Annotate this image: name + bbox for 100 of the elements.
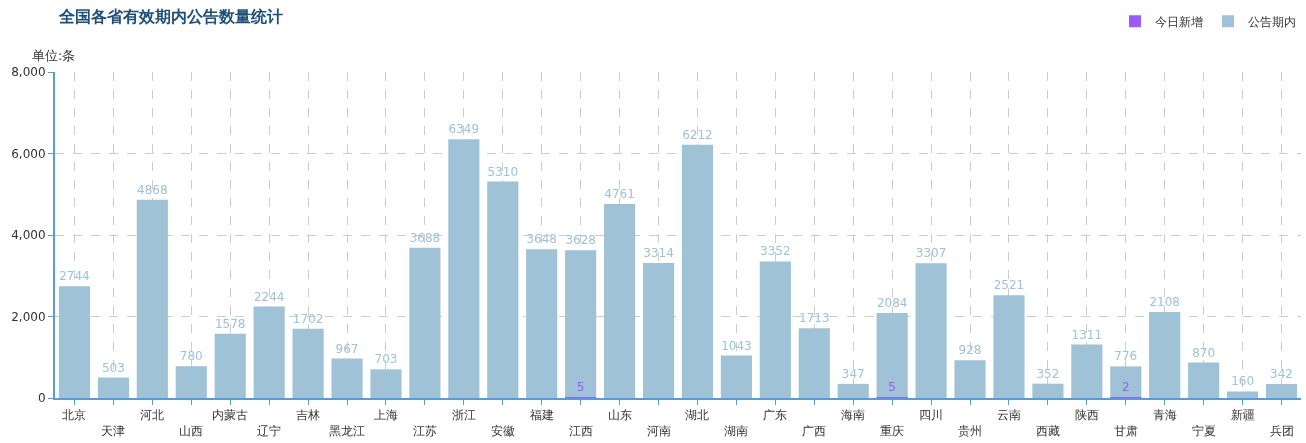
- x-tick-label: 四川: [919, 408, 944, 423]
- bar: [1188, 362, 1220, 398]
- bar: [1149, 312, 1181, 398]
- x-tick-label: 黑龙江: [329, 424, 366, 438]
- x-tick-label: 湖南: [724, 424, 749, 438]
- data-label: 1311: [1071, 327, 1103, 342]
- x-tick-label: 广西: [802, 424, 827, 438]
- data-label: 5310: [487, 164, 519, 179]
- data-label: 776: [1114, 349, 1138, 364]
- bar: [798, 328, 830, 398]
- x-tick-label: 安徽: [490, 424, 515, 438]
- data-label: 3628: [565, 233, 596, 248]
- x-tick-label: 西藏: [1035, 424, 1060, 438]
- data-label: 870: [1192, 345, 1216, 360]
- bar: [837, 383, 869, 398]
- bar: [1032, 383, 1064, 398]
- bar: [409, 247, 441, 398]
- x-tick-label: 福建: [529, 408, 554, 423]
- data-label: 928: [958, 343, 982, 358]
- data-label: 1578: [214, 316, 246, 331]
- x-tick-label: 宁夏: [1191, 424, 1216, 438]
- bar: [681, 144, 714, 398]
- data-label: 2744: [59, 269, 90, 284]
- x-tick-label: 辽宁: [257, 424, 282, 438]
- data-label: 6212: [682, 127, 713, 142]
- bar: [58, 286, 91, 398]
- bar: [993, 295, 1025, 398]
- bar: [876, 313, 908, 398]
- data-label: 3688: [409, 230, 441, 245]
- x-tick-label: 重庆: [880, 424, 905, 438]
- x-tick-label: 河南: [646, 424, 671, 438]
- x-tick-label: 天津: [101, 424, 126, 438]
- data-label: 2084: [876, 296, 908, 311]
- bar: [448, 139, 480, 398]
- bar: [331, 358, 363, 398]
- bar: [487, 181, 519, 398]
- data-label: 1713: [799, 311, 830, 326]
- x-tick-label: 广东: [763, 408, 788, 423]
- data-label: 703: [374, 352, 398, 367]
- x-tick-label: 江西: [568, 424, 593, 438]
- x-tick-label: 北京: [62, 408, 87, 423]
- bar: [292, 328, 324, 398]
- bar: [1265, 384, 1298, 398]
- data-label: 342: [1270, 367, 1293, 382]
- x-tick-label: 江苏: [412, 424, 437, 438]
- bar: [759, 261, 791, 398]
- data-label: 1043: [721, 338, 752, 353]
- data-label: 347: [841, 366, 865, 381]
- data-label: 780: [179, 349, 203, 364]
- y-tick-label: 0: [37, 391, 46, 406]
- x-tick-label: 吉林: [296, 408, 321, 423]
- data-label: 2244: [253, 289, 285, 304]
- data-label: 3648: [526, 232, 557, 247]
- x-tick-label: 青海: [1152, 408, 1177, 423]
- data-label: 4868: [137, 182, 168, 197]
- x-tick-label: 海南: [841, 408, 866, 423]
- data-label: 3314: [643, 245, 674, 260]
- y-tick-label: 4,000: [11, 228, 46, 243]
- data-label: 503: [101, 360, 125, 375]
- bar: [1227, 391, 1259, 398]
- bar: [526, 249, 558, 398]
- x-tick-label: 内蒙古: [212, 408, 249, 423]
- x-tick-label: 甘肃: [1113, 424, 1138, 438]
- bar: [97, 377, 129, 398]
- bar: [136, 199, 168, 398]
- x-tick-label: 河北: [140, 408, 165, 423]
- bar: [565, 250, 597, 398]
- bar: [370, 369, 402, 398]
- data-label: 160: [1231, 374, 1255, 389]
- bar: [604, 203, 636, 398]
- y-tick-label: 8,000: [11, 65, 46, 80]
- y-axis-title: 单位:条: [32, 48, 76, 63]
- legend-label: 今日新增: [1155, 14, 1203, 29]
- data-label: 2108: [1149, 295, 1180, 310]
- x-tick-label: 山西: [179, 424, 204, 438]
- x-tick-label: 陕西: [1074, 408, 1099, 423]
- data-label: 4761: [604, 186, 635, 201]
- data-label: 5: [576, 380, 585, 394]
- data-label: 3352: [760, 244, 791, 259]
- chart-title: 全国各省有效期内公告数量统计: [57, 7, 283, 27]
- data-label: 352: [1036, 366, 1060, 381]
- bar: [175, 366, 207, 398]
- legend-label: 公告期内: [1248, 14, 1296, 29]
- x-tick-label: 云南: [996, 408, 1021, 423]
- bar: [720, 355, 752, 398]
- bar: [1071, 344, 1103, 398]
- x-tick-label: 上海: [373, 408, 398, 423]
- data-label: 5: [888, 380, 896, 394]
- bar: [642, 262, 675, 398]
- data-label: 2: [1121, 380, 1130, 394]
- x-tick-label: 兵团: [1269, 424, 1294, 438]
- bar: [1110, 366, 1142, 398]
- x-tick-label: 浙江: [451, 408, 476, 423]
- data-label: 3307: [915, 246, 947, 261]
- x-tick-label: 湖北: [685, 408, 710, 423]
- bar: [915, 263, 947, 398]
- x-tick-label: 新疆: [1230, 408, 1255, 423]
- bar: [214, 333, 246, 398]
- data-label: 6349: [448, 122, 480, 137]
- y-tick-label: 6,000: [11, 146, 46, 161]
